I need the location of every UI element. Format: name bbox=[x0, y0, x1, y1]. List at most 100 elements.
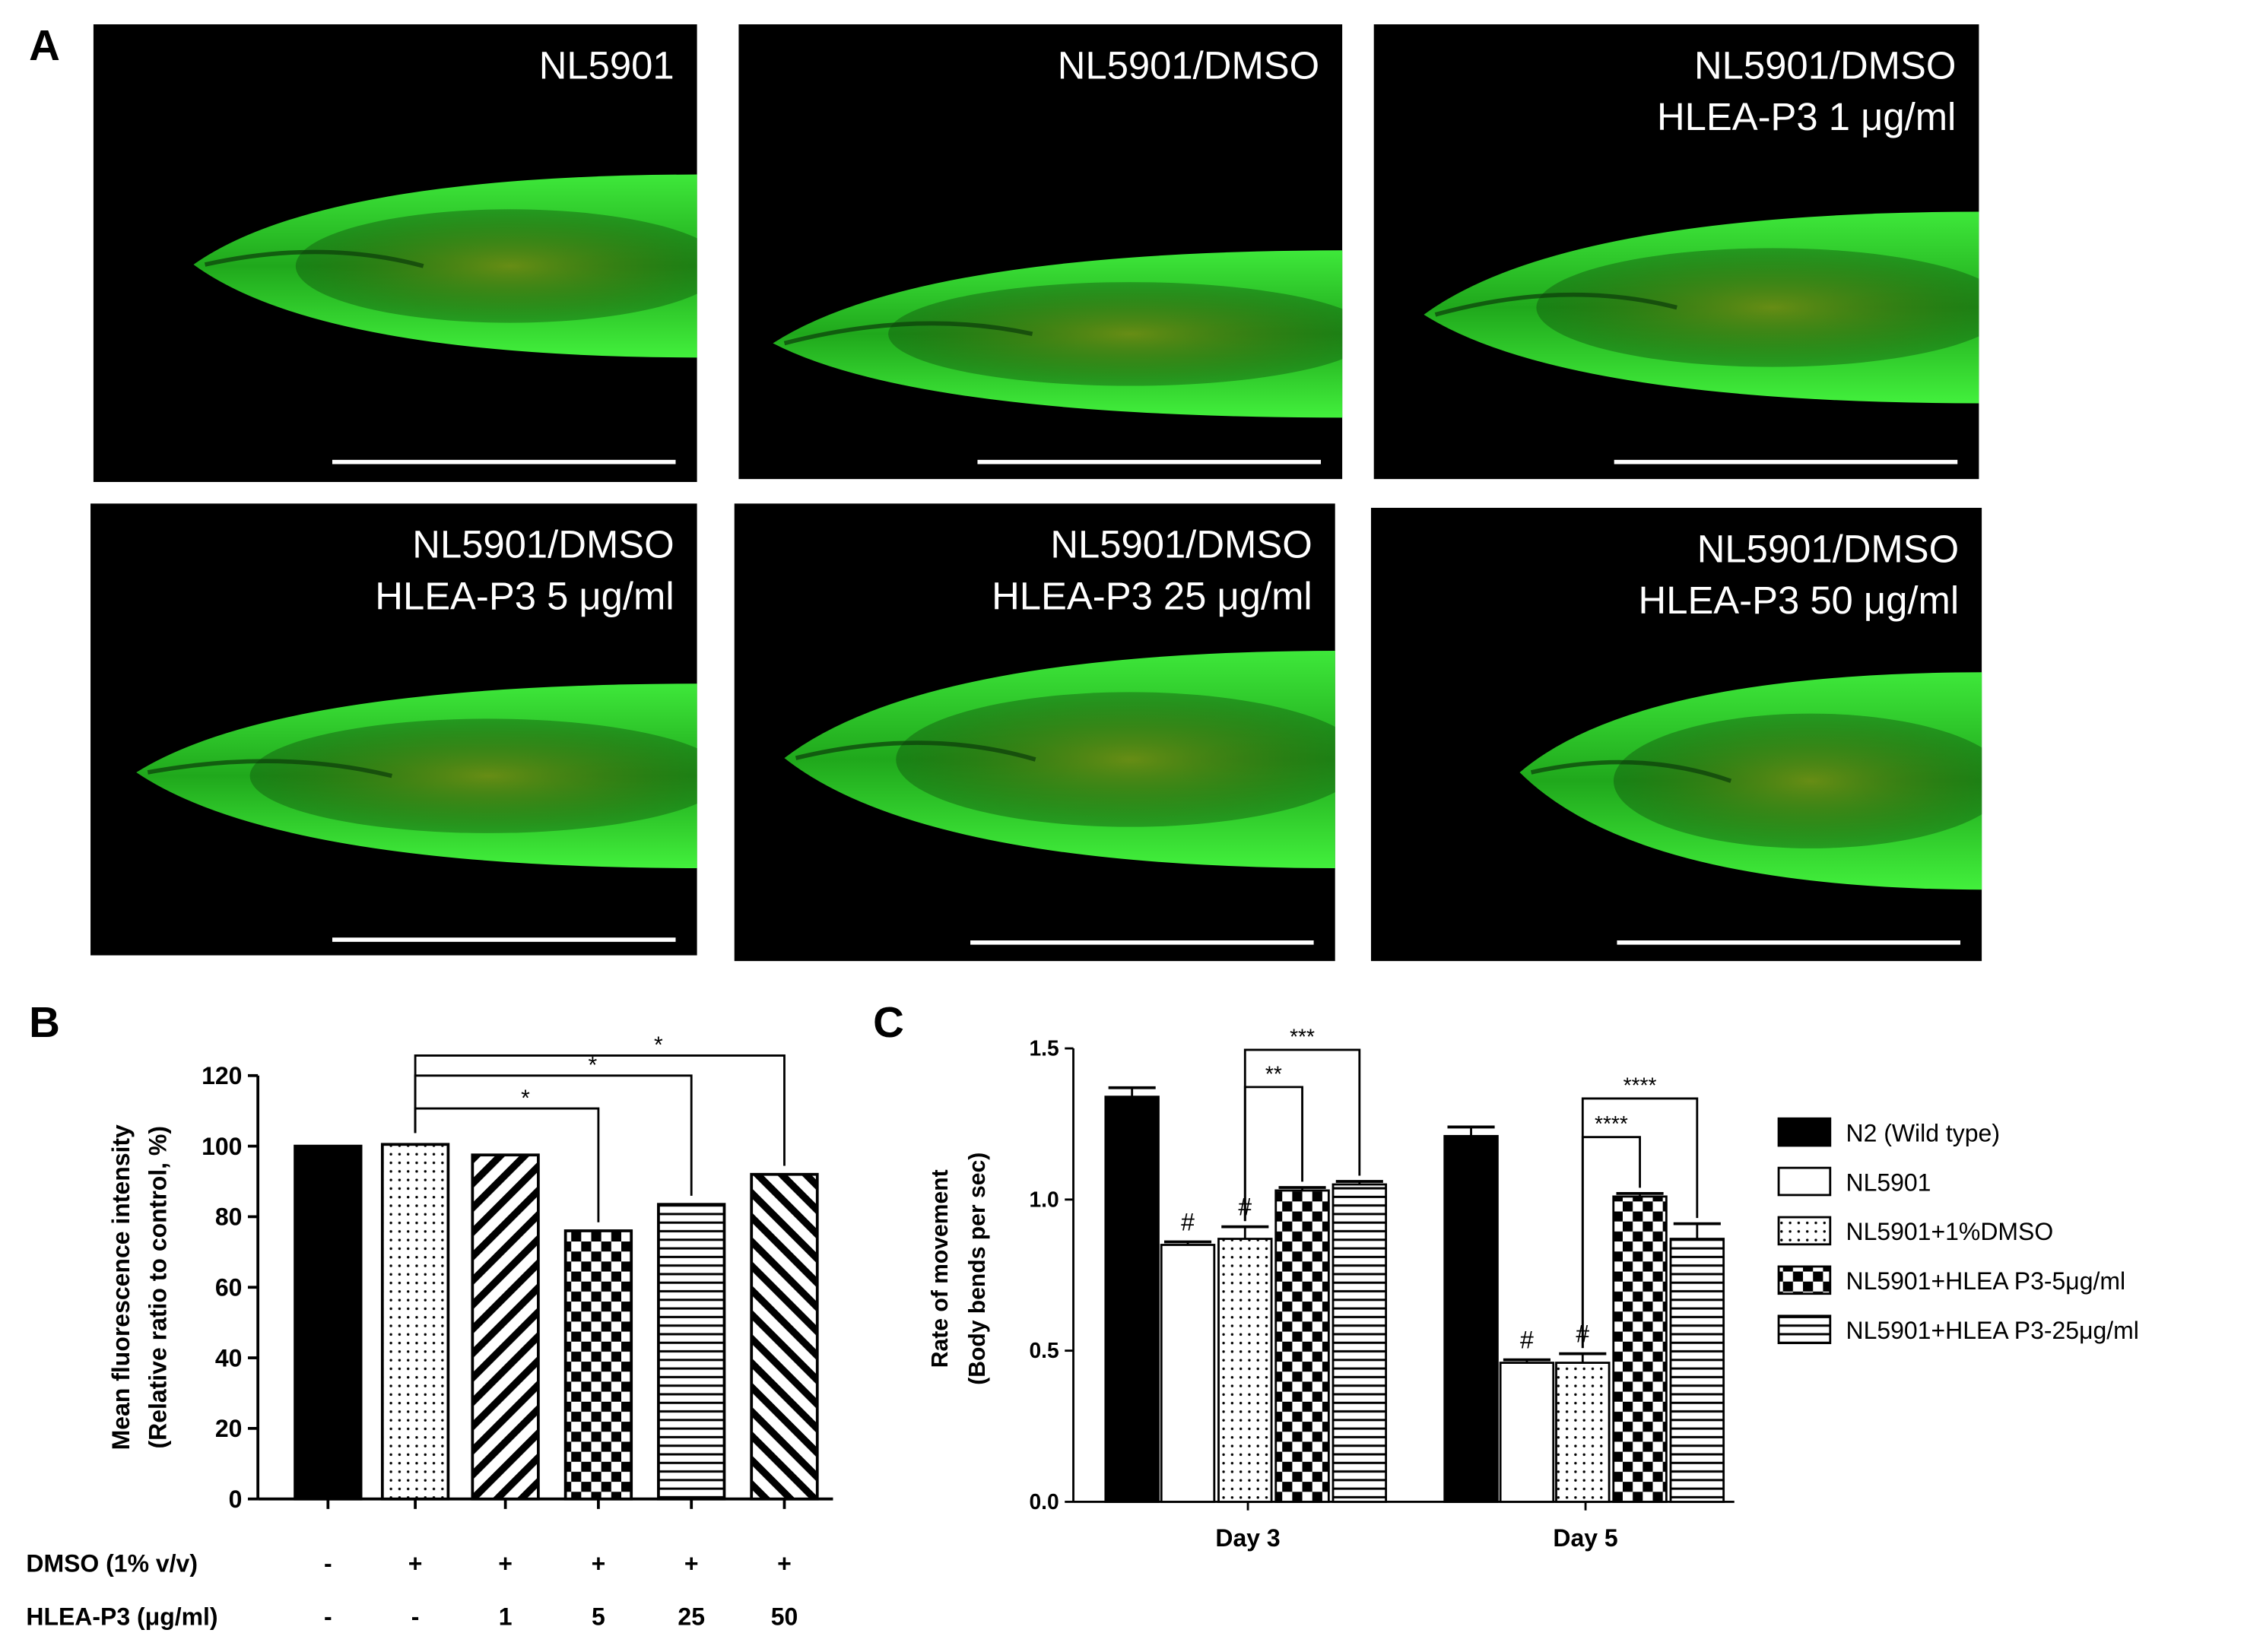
legend-swatch bbox=[1777, 1117, 1832, 1147]
image-label: HLEA-P3 50 μg/ml bbox=[1639, 579, 1960, 622]
panel-label: A bbox=[29, 21, 60, 69]
significance-label: ** bbox=[1265, 1061, 1282, 1086]
bar bbox=[657, 1203, 726, 1501]
row-value: - bbox=[324, 1550, 332, 1577]
bar bbox=[1443, 1134, 1499, 1503]
worm-pharynx bbox=[1530, 759, 1732, 783]
significance-bracket bbox=[414, 1054, 786, 1166]
legend-label: N2 (Wild type) bbox=[1846, 1119, 2000, 1146]
y-tick-label: 1.0 bbox=[1029, 1187, 1059, 1211]
micrograph: NL5901 bbox=[93, 24, 697, 483]
x-tick-label: Day 5 bbox=[1553, 1524, 1617, 1552]
bar bbox=[1160, 1244, 1216, 1503]
worm-pharynx bbox=[795, 740, 1036, 762]
legend-swatch bbox=[1777, 1216, 1832, 1246]
worm-pharynx bbox=[204, 249, 424, 268]
bar bbox=[471, 1153, 540, 1501]
y-tick-label: 120 bbox=[202, 1062, 242, 1089]
row-value: + bbox=[777, 1550, 792, 1577]
y-tick-label: 60 bbox=[215, 1274, 243, 1302]
legend-label: NL5901+1%DMSO bbox=[1846, 1218, 2053, 1245]
significance-bracket bbox=[1581, 1097, 1699, 1349]
y-tick-label: 40 bbox=[215, 1344, 243, 1371]
worm-gut bbox=[1614, 713, 1982, 848]
y-tick-label: 80 bbox=[215, 1203, 243, 1231]
legend-swatch bbox=[1777, 1166, 1832, 1197]
significance-label: * bbox=[654, 1033, 663, 1058]
significance-label: **** bbox=[1623, 1073, 1657, 1097]
y-axis-label: (Body bends per sec) bbox=[965, 1153, 990, 1385]
bar bbox=[1217, 1238, 1273, 1503]
annotation: # bbox=[1181, 1208, 1195, 1235]
bar bbox=[1331, 1183, 1388, 1503]
image-label: NL5901/DMSO bbox=[1050, 523, 1312, 566]
row-value: 50 bbox=[771, 1603, 798, 1630]
y-tick-label: 1.5 bbox=[1029, 1035, 1059, 1060]
y-axis-label: Mean fluorescence intensity bbox=[107, 1124, 135, 1450]
micrograph: NL5901/DMSO HLEA-P3 5 μg/ml bbox=[90, 503, 697, 956]
image-label: NL5901/DMSO bbox=[412, 523, 674, 566]
image-label: NL5901 bbox=[539, 43, 674, 87]
y-axis-label: (Relative ratio to control, %) bbox=[144, 1126, 172, 1449]
legend-swatch bbox=[1777, 1314, 1832, 1345]
bar bbox=[1104, 1096, 1160, 1503]
y-tick-label: 100 bbox=[202, 1133, 242, 1160]
image-label: NL5901/DMSO bbox=[1058, 43, 1319, 87]
row-value: 25 bbox=[678, 1603, 705, 1630]
y-tick-label: 0.0 bbox=[1029, 1489, 1059, 1514]
significance-label: * bbox=[521, 1086, 530, 1111]
y-tick-label: 20 bbox=[215, 1415, 243, 1442]
worm-pharynx bbox=[783, 321, 1033, 346]
micrograph: NL5901/DMSO bbox=[738, 24, 1343, 480]
bar bbox=[1612, 1195, 1668, 1503]
row-value: - bbox=[324, 1603, 332, 1630]
worm-gut bbox=[295, 209, 697, 323]
bar bbox=[1669, 1238, 1725, 1503]
bar bbox=[1555, 1362, 1611, 1503]
y-tick-label: 0 bbox=[229, 1486, 243, 1513]
legend-label: NL5901+HLEA P3-25μg/ml bbox=[1846, 1317, 2138, 1344]
worm-gut bbox=[896, 692, 1335, 827]
significance-label: * bbox=[589, 1053, 598, 1078]
bar bbox=[750, 1172, 819, 1501]
image-label: HLEA-P3 25 μg/ml bbox=[992, 574, 1312, 617]
legend-swatch bbox=[1777, 1265, 1832, 1295]
row-value: - bbox=[411, 1603, 420, 1630]
row-value: + bbox=[498, 1550, 513, 1577]
image-label: HLEA-P3 1 μg/ml bbox=[1657, 95, 1956, 138]
bar bbox=[294, 1144, 363, 1501]
bar bbox=[1274, 1189, 1330, 1503]
worm-pharynx bbox=[147, 759, 393, 778]
row-label: HLEA-P3 (μg/ml) bbox=[26, 1603, 217, 1630]
row-value: + bbox=[592, 1550, 606, 1577]
significance-label: *** bbox=[1290, 1024, 1315, 1048]
significance-label: **** bbox=[1595, 1111, 1628, 1136]
legend-label: NL5901+HLEA P3-5μg/ml bbox=[1846, 1267, 2125, 1295]
micrograph: NL5901/DMSO HLEA-P3 25 μg/ml bbox=[734, 503, 1335, 962]
row-value: + bbox=[408, 1550, 423, 1577]
legend-label: NL5901 bbox=[1846, 1168, 1931, 1196]
significance-bracket bbox=[1243, 1048, 1361, 1222]
image-label: HLEA-P3 5 μg/ml bbox=[375, 574, 674, 617]
row-value: + bbox=[684, 1550, 699, 1577]
image-label: NL5901/DMSO bbox=[1694, 43, 1956, 87]
panel-label: B bbox=[29, 998, 60, 1046]
significance-bracket bbox=[414, 1074, 693, 1196]
panel-label: C bbox=[873, 998, 904, 1046]
worm-gut bbox=[249, 718, 697, 833]
micrograph: NL5901/DMSO HLEA-P3 1 μg/ml bbox=[1373, 24, 1979, 480]
worm-gut bbox=[888, 282, 1343, 386]
bar bbox=[1499, 1362, 1555, 1503]
row-label: DMSO (1% v/v) bbox=[26, 1550, 198, 1577]
image-label: NL5901/DMSO bbox=[1697, 527, 1959, 570]
micrograph: NL5901/DMSO HLEA-P3 50 μg/ml bbox=[1370, 507, 1982, 962]
x-tick-label: Day 3 bbox=[1215, 1524, 1280, 1552]
row-value: 5 bbox=[592, 1603, 605, 1630]
bar bbox=[563, 1229, 633, 1501]
annotation: # bbox=[1520, 1327, 1534, 1354]
worm-pharynx bbox=[1434, 292, 1677, 317]
worm-gut bbox=[1536, 248, 1979, 367]
y-tick-label: 0.5 bbox=[1029, 1338, 1059, 1362]
